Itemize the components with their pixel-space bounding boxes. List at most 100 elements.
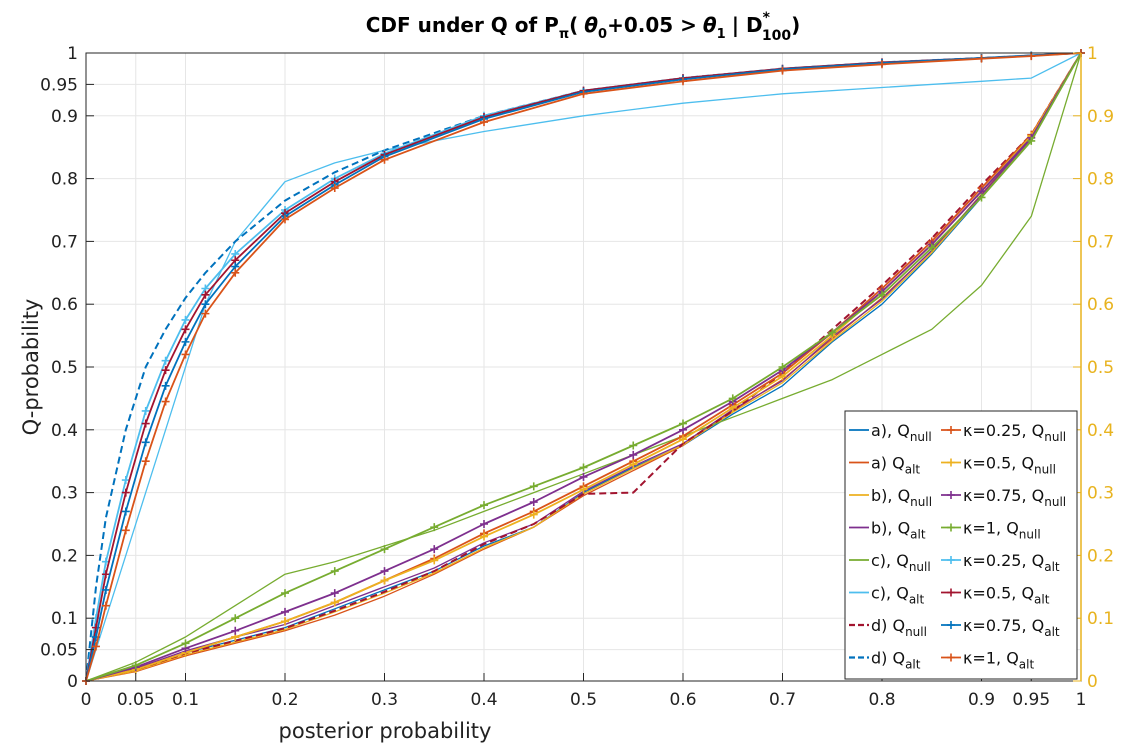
series-point [977,54,986,63]
legend-entry: κ=0.25, Qnull [941,421,1066,444]
legend-entry: a) Qalt [849,454,920,477]
legend-label: κ=0.75, Qnull [963,486,1066,509]
title-theta0: θ [584,13,598,37]
chart-title: CDF under Q of Pπ(θ0+0.05 > θ1 | D* 100) [366,10,801,44]
series-point [778,363,787,371]
series-point [629,450,638,459]
series-point [380,576,389,585]
x-axis-label: posterior probability [279,719,492,743]
series-point [101,570,110,579]
legend-marker [947,426,955,434]
legend-entry: κ=0.75, Qalt [941,616,1060,639]
title-prefix-sub: π [559,27,569,42]
series-point [281,617,289,626]
y-axis-ticks: 0 0.05 0.1 0.2 0.3 0.4 0.5 0.6 0.7 0.8 0.9 0.95 1 [40,44,94,692]
series-line [85,52,1082,682]
series-point [231,626,240,635]
series-point [181,639,190,648]
y-tick-label: 0.6 [51,295,78,315]
series-point [181,350,190,359]
legend-entry: b), Qalt [849,519,926,542]
series-point [281,215,289,224]
series-point [201,300,210,309]
series-point [141,438,150,447]
legend-marker [947,588,955,597]
y-axis-right-ticks: 0 0.1 0.2 0.3 0.4 0.5 0.6 0.7 0.8 0.9 1 [1073,44,1114,692]
series-point [141,457,150,466]
series-point [778,66,787,75]
series-point [161,366,170,375]
x-tick-label: 0.9 [968,690,995,710]
y-tick-label: 0.1 [51,609,78,629]
x-tick-label: 0.7 [769,690,796,710]
y-right-tick-label: 0.5 [1087,358,1114,378]
series-point [121,526,130,535]
title-bar: | D [732,13,763,37]
series-point [380,545,389,554]
series-line [85,52,1082,682]
series-line [85,52,1082,682]
y-axis-label: Q-probability [19,299,43,436]
legend-box [844,410,1078,680]
x-tick-label: 0.95 [1012,690,1050,710]
y-right-tick-label: 0.3 [1087,484,1114,504]
x-tick-label: 0.3 [371,690,398,710]
legend-entry: κ=1, Qnull [941,519,1041,542]
series-point [101,601,110,610]
series-point [121,488,130,497]
y-right-tick-label: 0.1 [1087,609,1114,629]
series-point [878,60,886,69]
series-point [480,532,488,541]
legend-entry: κ=0.5, Qalt [941,584,1050,607]
title-d-sub: 100 [762,28,791,44]
legend-entry: κ=1, Qalt [941,649,1034,672]
series-line [85,52,1082,682]
series-point [480,118,488,127]
y-right-tick-label: 0.4 [1087,421,1114,441]
series-point [679,435,687,444]
series-point [927,243,936,252]
title-open: ( [569,13,578,37]
legend-label: κ=1, Qalt [963,649,1034,672]
y-right-tick-label: 0.2 [1087,546,1114,566]
x-tick-label: 1 [1076,690,1087,710]
y-right-tick-label: 1 [1087,44,1098,64]
legend-marker [947,458,955,467]
y-right-tick-label: 0.7 [1087,232,1114,252]
series-point [828,328,837,337]
legend-entry: c), Qalt [849,584,925,607]
series-point [529,510,538,519]
legend-label: d) Qalt [871,649,921,672]
title-middle: +0.05 > [607,13,697,37]
series-point [1027,136,1036,145]
x-tick-label: 0.4 [470,690,497,710]
y-tick-label: 0.7 [51,232,78,252]
y-tick-label: 0.3 [51,484,78,504]
legend-entry: κ=0.5, Qnull [941,454,1056,477]
series-point [201,290,210,299]
series-layer [82,49,1085,685]
legend-entry: c), Qnull [849,551,931,574]
series-point [330,589,339,598]
x-tick-label: 0.8 [868,690,895,710]
series-point [480,520,488,528]
legend-label: κ=1, Qnull [963,519,1041,542]
legend-entry: a), Qnull [849,421,932,444]
series-point [121,476,130,485]
series-point [878,290,886,299]
series-point [121,507,130,516]
y-tick-label: 0.95 [40,75,78,95]
series-point [181,315,190,324]
series-point [231,614,240,623]
series-point [231,268,240,277]
series-line [85,52,1082,682]
series-point [679,419,687,428]
legend-label: κ=0.75, Qalt [963,616,1060,639]
series-point [380,567,389,576]
legend-label: b), Qalt [871,519,926,542]
legend-label: κ=0.25, Qnull [963,421,1066,444]
y-tick-label: 0.8 [51,170,78,190]
series-point [141,419,150,428]
y-right-tick-label: 0.8 [1087,170,1114,190]
series-point [430,545,439,554]
